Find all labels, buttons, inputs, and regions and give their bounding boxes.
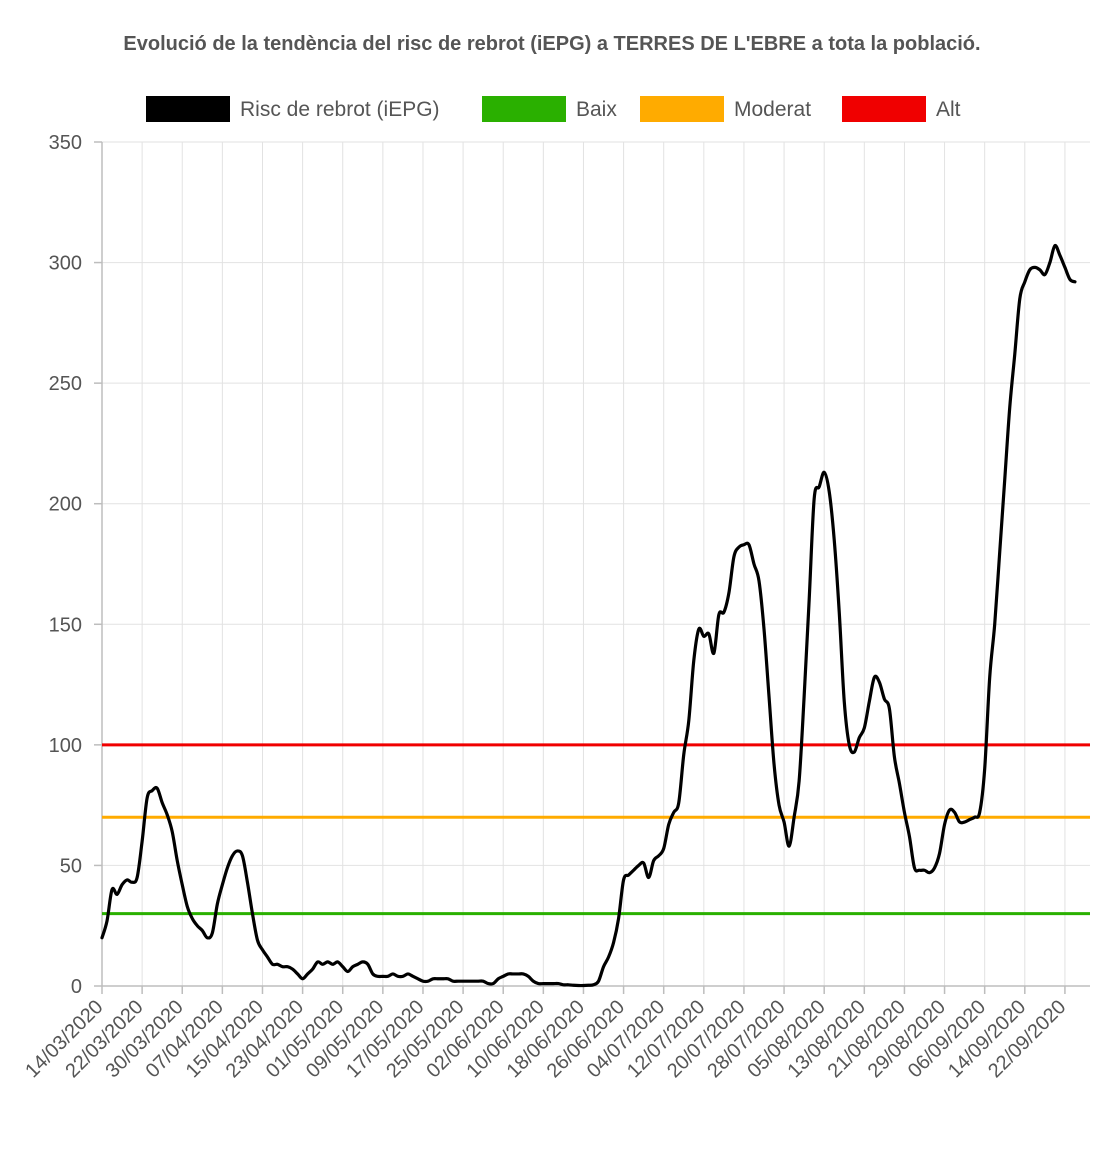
legend-swatch-3[interactable]: [842, 96, 926, 122]
y-axis-ticks: 0 50 100 150 200 250 300 350: [49, 132, 102, 998]
y-tick-label: 50: [60, 855, 82, 877]
legend-swatch-2[interactable]: [640, 96, 724, 122]
legend-label-3[interactable]: Alt: [936, 98, 961, 121]
y-tick-label: 100: [49, 735, 82, 757]
chart-title: Evolució de la tendència del risc de reb…: [123, 33, 980, 55]
threshold-lines: [102, 743, 1090, 916]
legend: Risc de rebrot (iEPG) Baix Moderat Alt: [146, 96, 961, 122]
y-tick-label: 200: [49, 494, 82, 516]
y-tick-label: 250: [49, 373, 82, 395]
series: [100, 244, 1077, 988]
y-tick-label: 150: [49, 614, 82, 636]
series-line-iepg[interactable]: [100, 244, 1077, 988]
y-tick-label: 300: [49, 253, 82, 275]
axes: [101, 142, 1090, 987]
grid: [101, 141, 1090, 987]
legend-swatch-1[interactable]: [482, 96, 566, 122]
y-tick-label: 350: [49, 132, 82, 154]
legend-label-2[interactable]: Moderat: [734, 98, 811, 121]
legend-swatch-0[interactable]: [146, 96, 230, 122]
y-tick-label: 0: [71, 976, 82, 998]
legend-label-1[interactable]: Baix: [576, 98, 617, 121]
x-axis-ticks: 14/03/202022/03/202030/03/202007/04/2020…: [21, 986, 1070, 1082]
legend-label-0[interactable]: Risc de rebrot (iEPG): [240, 98, 440, 121]
